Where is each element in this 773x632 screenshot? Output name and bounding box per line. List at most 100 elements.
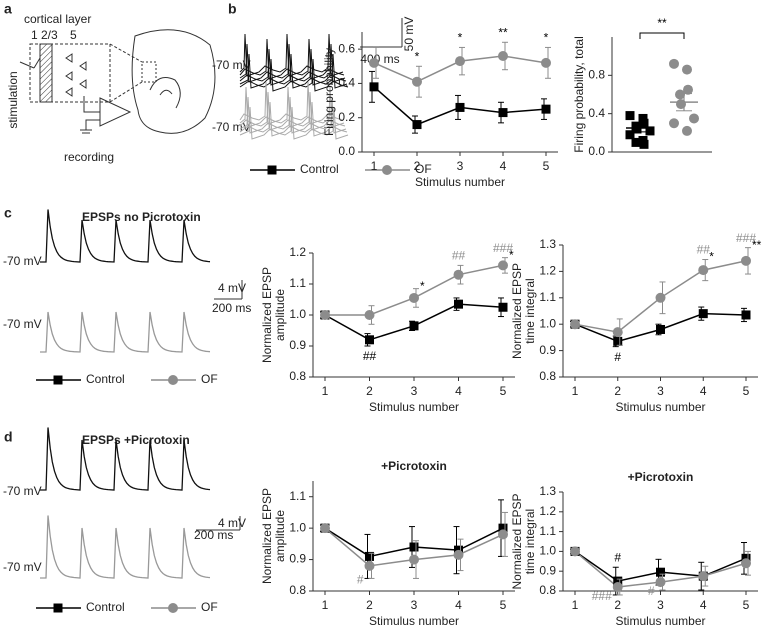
y-tick-label: 1.2 bbox=[289, 245, 306, 259]
data-point bbox=[320, 310, 330, 320]
data-point bbox=[613, 336, 623, 346]
annotation: ** bbox=[752, 238, 762, 252]
x-tick-label: 3 bbox=[657, 598, 664, 612]
y-tick-label: 0.8 bbox=[588, 68, 605, 82]
data-point bbox=[455, 102, 465, 112]
annotation: ## bbox=[363, 349, 377, 363]
y-axis-label: Firing probability, total bbox=[572, 36, 586, 153]
trace bbox=[239, 33, 344, 77]
data-point bbox=[455, 56, 465, 67]
data-point bbox=[412, 120, 422, 130]
y-tick-label: 1.0 bbox=[289, 520, 306, 534]
trace bbox=[239, 43, 346, 83]
trace bbox=[40, 209, 211, 263]
legend-marker bbox=[53, 603, 63, 613]
data-point bbox=[741, 255, 751, 266]
scale-label: 4 mV bbox=[218, 516, 246, 530]
legend-label: Control bbox=[86, 372, 125, 386]
data-point bbox=[409, 542, 419, 552]
y-axis-label: amplitude bbox=[273, 510, 287, 562]
data-point bbox=[365, 551, 374, 561]
data-point bbox=[675, 89, 685, 100]
panel-label: b bbox=[228, 1, 237, 17]
x-tick-label: 4 bbox=[455, 384, 462, 398]
potential-label: -70 mV bbox=[212, 58, 251, 72]
x-tick-label: 1 bbox=[572, 598, 579, 612]
y-tick-label: 0.2 bbox=[338, 110, 355, 124]
stim-electrode bbox=[19, 56, 41, 80]
data-point bbox=[638, 113, 648, 123]
chart-title: +Picrotoxin bbox=[381, 459, 447, 473]
data-point bbox=[612, 582, 623, 593]
data-point bbox=[320, 523, 330, 534]
potential-label: -70 mV bbox=[212, 120, 251, 134]
y-tick-label: 1.0 bbox=[539, 544, 556, 558]
data-point bbox=[541, 57, 551, 68]
x-tick-label: 5 bbox=[500, 598, 507, 612]
layer-label: 2/3 bbox=[41, 28, 58, 42]
schematic bbox=[19, 29, 216, 134]
data-point bbox=[741, 310, 751, 320]
trace-title: EPSPs +Picrotoxin bbox=[82, 433, 190, 447]
brain-structure bbox=[159, 89, 173, 96]
data-point bbox=[412, 76, 422, 87]
annotation: ### bbox=[592, 589, 612, 603]
data-point bbox=[498, 529, 508, 540]
x-tick-label: 2 bbox=[414, 159, 421, 173]
data-point bbox=[698, 309, 708, 319]
annotation: ### bbox=[493, 241, 513, 255]
legend-label: OF bbox=[201, 600, 218, 614]
data-point bbox=[682, 125, 692, 136]
chart-title: +Picrotoxin bbox=[628, 470, 694, 484]
y-tick-label: 1.3 bbox=[539, 237, 556, 251]
rec-wire bbox=[83, 96, 100, 113]
legend-label: OF bbox=[415, 162, 432, 176]
annotation: ## bbox=[697, 243, 711, 257]
trace bbox=[239, 38, 345, 80]
data-point bbox=[453, 549, 464, 560]
data-point bbox=[645, 126, 655, 136]
neurons bbox=[65, 53, 87, 97]
bracket bbox=[639, 32, 685, 39]
x-tick-label: 4 bbox=[700, 598, 707, 612]
trace-title: EPSPs no Picrotoxin bbox=[82, 210, 201, 224]
data-point bbox=[570, 319, 580, 330]
ground bbox=[80, 119, 100, 134]
x-tick-label: 4 bbox=[455, 598, 462, 612]
y-tick-label: 1.0 bbox=[289, 307, 306, 321]
zoom-line bbox=[109, 43, 143, 103]
trace bbox=[239, 86, 345, 128]
annotation: # bbox=[648, 584, 655, 598]
y-tick-label: 0.6 bbox=[338, 41, 355, 55]
y-axis-label: time integral bbox=[523, 278, 537, 343]
data-point bbox=[454, 299, 463, 309]
data-point bbox=[669, 118, 679, 129]
y-axis-label: time integral bbox=[523, 509, 537, 574]
trace bbox=[239, 53, 348, 89]
annotation: * bbox=[544, 31, 549, 45]
annotation: * bbox=[458, 31, 463, 45]
potential-label: -70 mV bbox=[3, 560, 42, 574]
data-point bbox=[612, 327, 623, 338]
x-tick-label: 3 bbox=[411, 384, 418, 398]
scale-label: 50 mV bbox=[402, 17, 416, 52]
data-point bbox=[669, 58, 679, 69]
y-tick-label: 0.9 bbox=[539, 343, 556, 357]
scale-label: 4 mV bbox=[218, 281, 246, 295]
y-tick-label: 0.8 bbox=[539, 583, 556, 597]
legend-marker bbox=[382, 165, 392, 175]
annotation: * bbox=[415, 49, 420, 63]
zoom-target bbox=[141, 61, 157, 83]
y-axis-label: amplitude bbox=[273, 289, 287, 341]
x-tick-label: 3 bbox=[411, 598, 418, 612]
zoom-box bbox=[29, 43, 111, 103]
trace bbox=[239, 58, 349, 92]
legend-label: Control bbox=[300, 162, 339, 176]
layer-label: 5 bbox=[70, 28, 77, 42]
data-point bbox=[625, 130, 635, 140]
legend-marker bbox=[168, 603, 178, 613]
trace bbox=[239, 48, 347, 86]
trace bbox=[40, 427, 211, 491]
data-point bbox=[632, 124, 642, 134]
y-tick-label: 0.0 bbox=[338, 144, 355, 158]
